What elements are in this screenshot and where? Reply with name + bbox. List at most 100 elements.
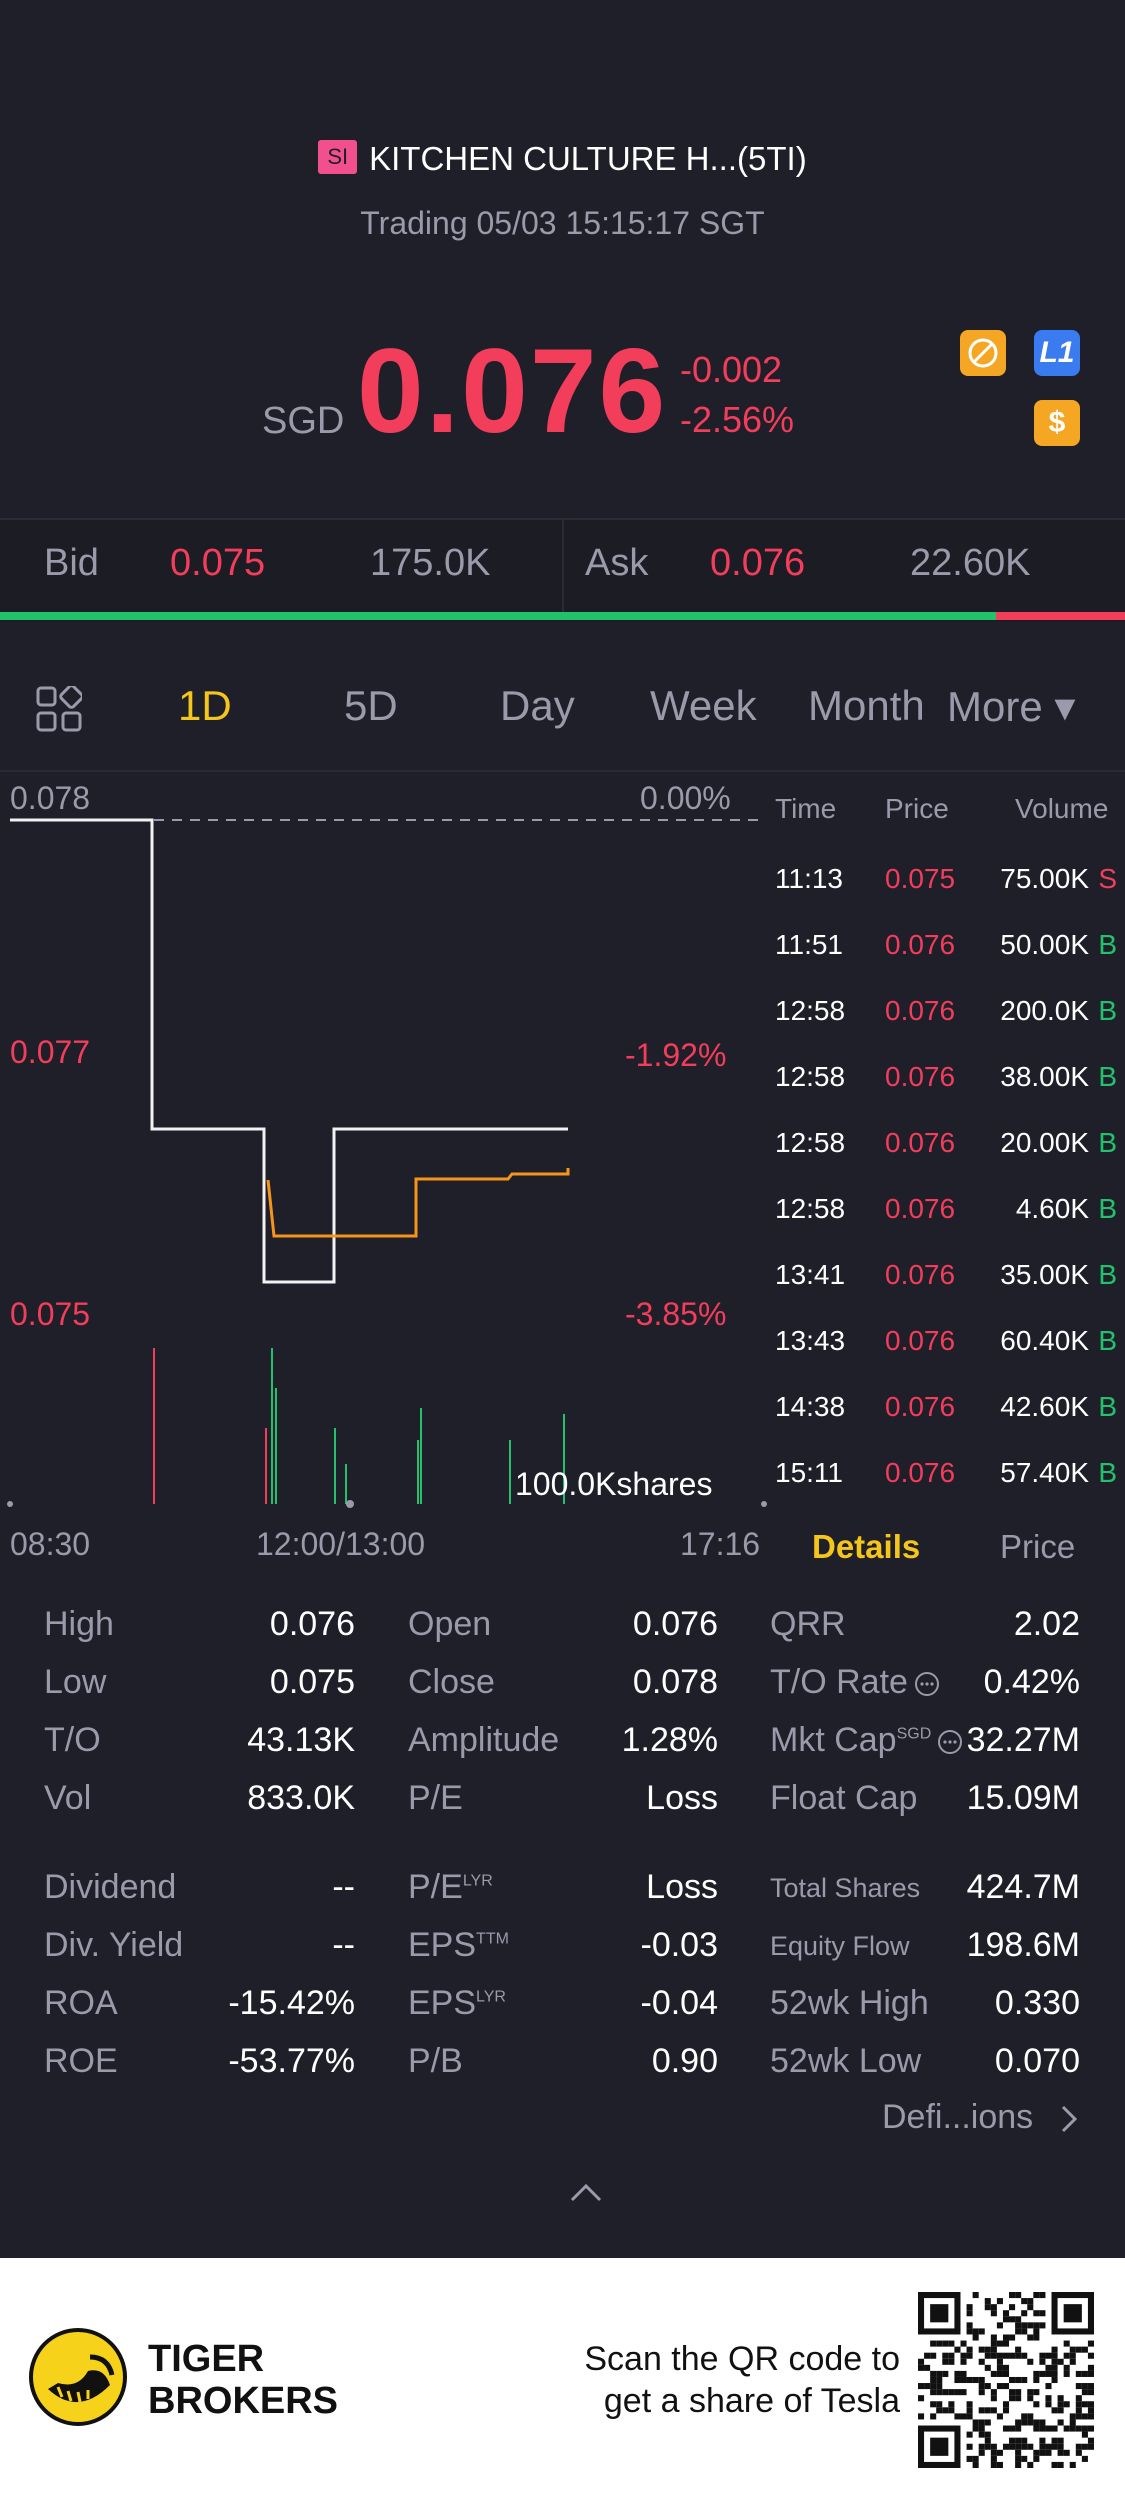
stat-value: 198.6M [966, 1926, 1080, 1964]
stat-label-text: Mkt Cap [770, 1721, 897, 1759]
trade-time: 12:58 [775, 995, 846, 1026]
promo-text: Scan the QR code to get a share of Tesla [520, 2338, 900, 2422]
stat-label: Equity Flow [770, 1931, 910, 1962]
x-label-end: 17:16 [680, 1526, 761, 1562]
info-icon[interactable] [937, 1729, 963, 1755]
stat-label: Total Shares [770, 1873, 920, 1904]
price-change: -0.002 -2.56% [680, 345, 794, 445]
tab-more[interactable]: More ▾ [947, 683, 1076, 730]
trade-row: 13:43 0.076 60.40K B [770, 1325, 1125, 1391]
market-badge: SI [318, 140, 358, 175]
trade-row: 15:11 0.076 57.40K B [770, 1457, 1125, 1523]
stat-value: 43.13K [247, 1721, 355, 1759]
y-label-top: 0.078 [10, 780, 91, 816]
pct-label-mid: -1.92% [625, 1037, 727, 1073]
stat-label-text: Dividend [44, 1868, 177, 1906]
stat-label-text: ROA [44, 1984, 118, 2022]
quote-header [0, 0, 1125, 515]
trade-side: B [1098, 1391, 1117, 1422]
dollar-icon[interactable]: $ [1034, 400, 1080, 446]
change-absolute: -0.002 [680, 349, 783, 390]
change-percent: -2.56% [680, 399, 795, 440]
tab-week[interactable]: Week [650, 682, 757, 729]
x-label-start: 08:30 [10, 1526, 91, 1562]
stat-label: EPSLYR [408, 1984, 506, 2023]
trade-time: 11:13 [775, 863, 843, 894]
stat-label-text: Open [408, 1605, 492, 1643]
average-line [266, 1168, 570, 1238]
stat-label: P/B [408, 2042, 463, 2081]
y-label-mid: 0.077 [10, 1034, 91, 1070]
trade-price: 0.076 [885, 1325, 956, 1356]
grid-layout-icon[interactable] [36, 684, 84, 737]
stat-value: Loss [646, 1779, 718, 1817]
stat-label-text: Div. Yield [44, 1926, 184, 1964]
trade-price: 0.076 [885, 1391, 956, 1422]
definitions-link[interactable]: Defi...ions [882, 2098, 1081, 2137]
stat-label: Close [408, 1663, 495, 1702]
tab-month[interactable]: Month [808, 682, 925, 729]
trade-volume: 20.00K [1000, 1127, 1089, 1158]
brand-line-1: TIGER [148, 2338, 265, 2380]
trade-side: B [1098, 929, 1117, 960]
tab-1d[interactable]: 1D [178, 682, 232, 729]
trade-price: 0.076 [885, 1061, 956, 1092]
pct-label-low: -3.85% [625, 1296, 727, 1332]
trade-side: B [1098, 1325, 1117, 1356]
stat-label: EPSTTM [408, 1926, 509, 1965]
trade-row: 12:58 0.076 200.0K B [770, 995, 1125, 1061]
trade-row: 11:51 0.076 50.00K B [770, 929, 1125, 995]
trade-side: B [1098, 1061, 1117, 1092]
trade-time: 12:58 [775, 1127, 846, 1158]
tab-price[interactable]: Price [1000, 1528, 1076, 1565]
ask-price: 0.076 [710, 542, 806, 584]
stock-title[interactable]: SI KITCHEN CULTURE H...(5TI) [0, 140, 1125, 178]
stat-label: Open [408, 1605, 491, 1644]
chevron-up-icon[interactable] [568, 2180, 604, 2204]
intraday-chart[interactable] [0, 780, 770, 1540]
trade-row: 12:58 0.076 38.00K B [770, 1061, 1125, 1127]
tab-5d[interactable]: 5D [344, 682, 398, 729]
stat-value: 833.0K [247, 1779, 355, 1817]
tab-details[interactable]: Details [812, 1528, 921, 1565]
y-label-low: 0.075 [10, 1296, 91, 1332]
trade-price: 0.076 [885, 1193, 956, 1224]
trade-time: 13:43 [775, 1325, 846, 1356]
stat-value: 0.42% [983, 1663, 1080, 1701]
info-icon[interactable] [914, 1671, 940, 1697]
stat-value: Loss [646, 1868, 718, 1906]
trade-volume: 4.60K [1015, 1193, 1089, 1224]
trade-side: B [1098, 995, 1117, 1026]
trade-volume: 50.00K [1000, 929, 1089, 960]
stat-label: ROA [44, 1984, 118, 2023]
stat-label: Div. Yield [44, 1926, 183, 1965]
qr-code-icon [918, 2292, 1094, 2468]
no-shorting-icon[interactable] [960, 330, 1006, 376]
stat-label-text: EPS [408, 1926, 477, 1964]
trade-side: B [1098, 1193, 1117, 1224]
stat-label-text: Equity Flow [770, 1931, 910, 1961]
stat-label: T/O [44, 1721, 101, 1760]
trade-time: 13:41 [775, 1259, 846, 1290]
trade-side: S [1098, 863, 1117, 894]
trade-time: 11:51 [775, 929, 843, 960]
tab-day[interactable]: Day [500, 682, 575, 729]
chevron-right-icon [1061, 2105, 1077, 2133]
trade-time: 15:11 [775, 1457, 843, 1488]
stat-label-text: ROE [44, 2042, 118, 2080]
bid-ask-divider [562, 520, 564, 620]
stat-value: 2.02 [1013, 1605, 1080, 1643]
trade-side: B [1098, 1127, 1117, 1158]
x-axis-dot [761, 1501, 767, 1507]
stat-label: Amplitude [408, 1721, 559, 1760]
level1-icon[interactable]: L1 [1034, 330, 1080, 376]
trade-time: 12:58 [775, 1193, 846, 1224]
promo-line-1: Scan the QR code to [584, 2340, 900, 2378]
pct-label-top: 0.00% [640, 780, 731, 816]
currency-label: SGD [262, 400, 345, 442]
trade-price: 0.076 [885, 995, 956, 1026]
stat-value: 1.28% [621, 1721, 718, 1759]
chart-period-tabs [0, 640, 1125, 772]
stat-label-text: P/B [408, 2042, 463, 2080]
ask-label: Ask [585, 542, 649, 584]
